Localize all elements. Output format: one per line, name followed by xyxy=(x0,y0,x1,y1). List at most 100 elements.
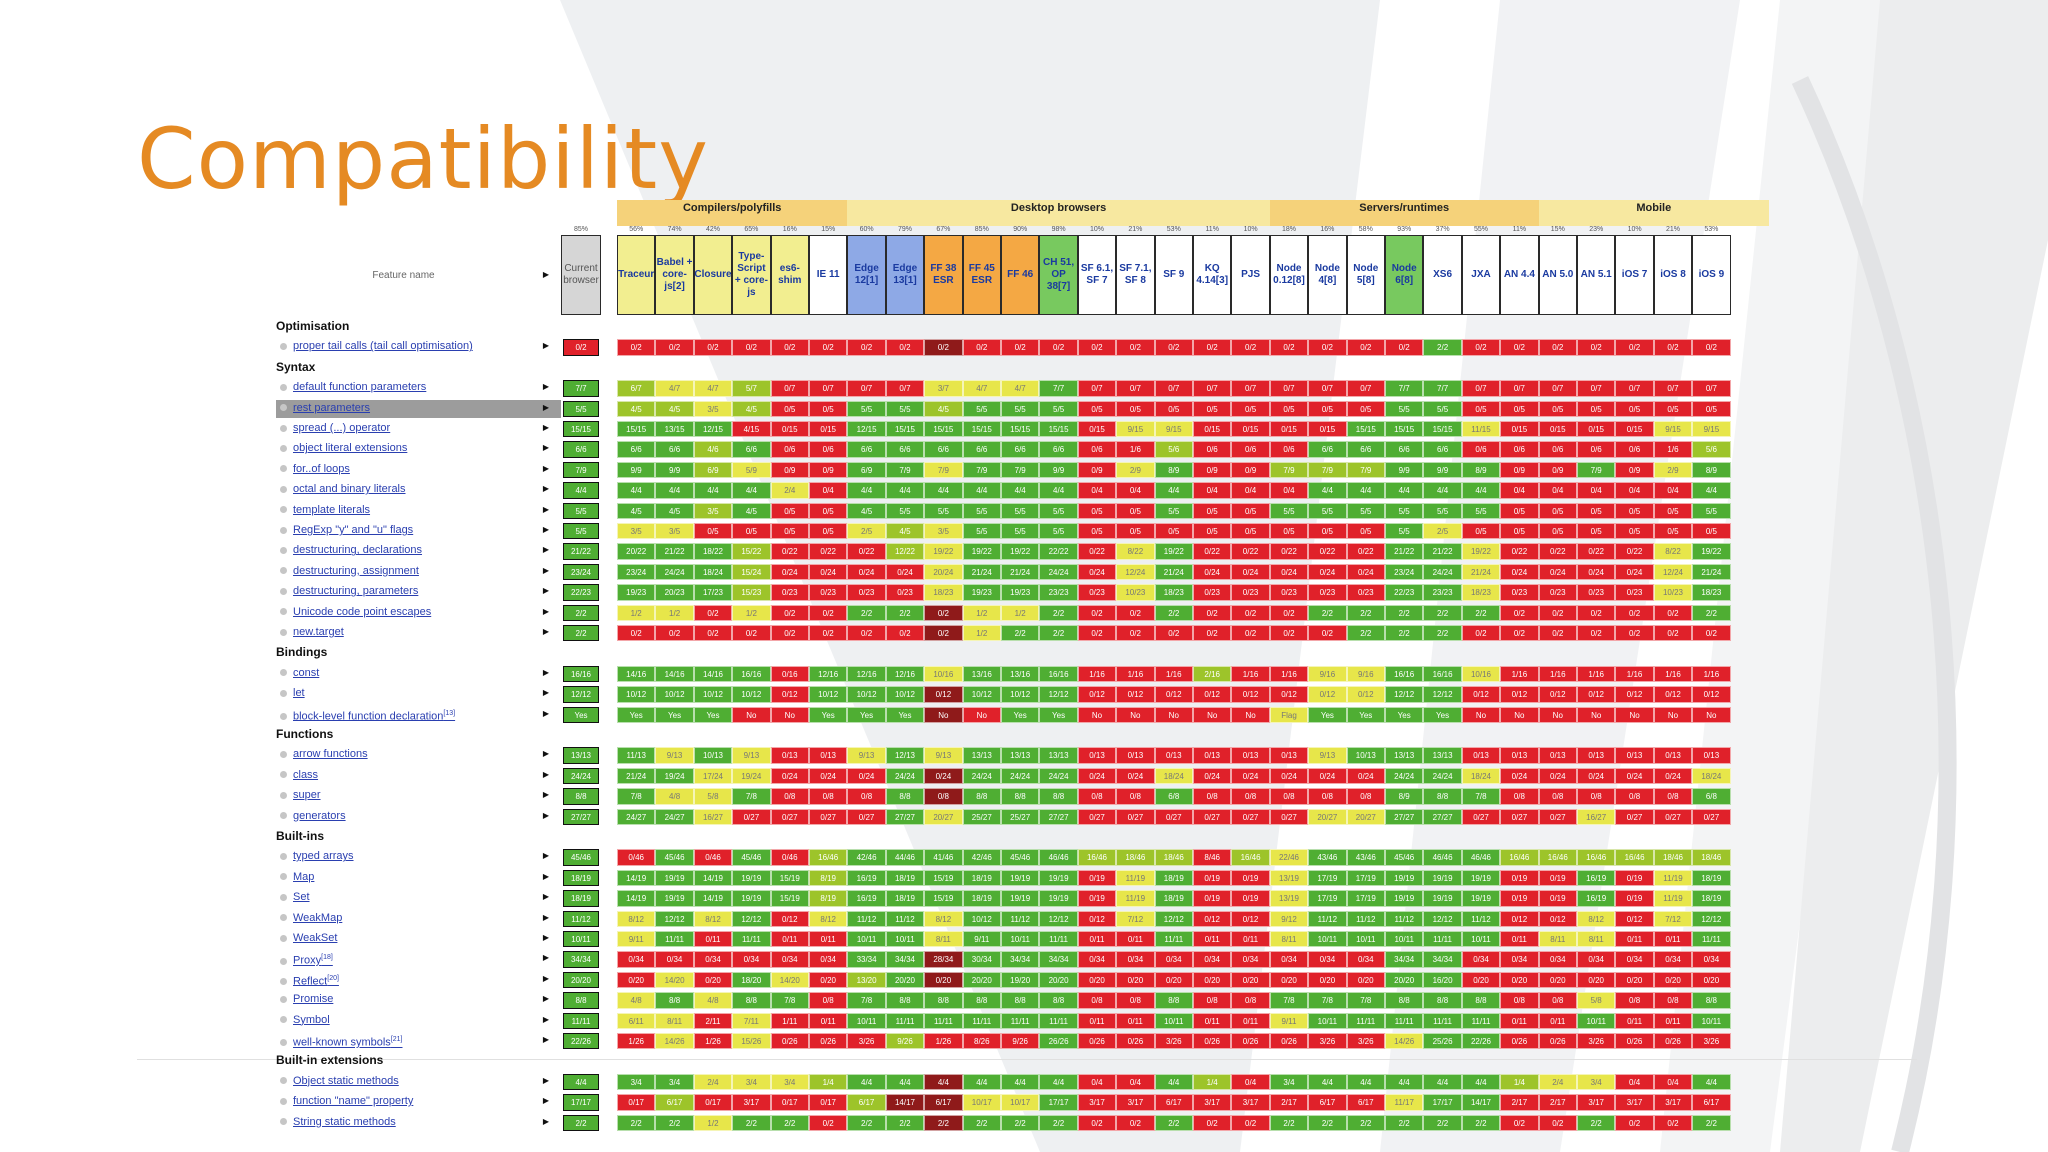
column-header[interactable]: FF 45 ESR xyxy=(962,235,1001,315)
expand-row-arrow[interactable]: ▶ xyxy=(542,810,550,820)
feature-link[interactable]: Symbol xyxy=(280,1011,525,1031)
column-header[interactable]: AN 5.1 xyxy=(1577,235,1616,315)
feature-link[interactable]: RegExp "y" and "u" flags xyxy=(280,521,525,541)
feature-link[interactable]: class xyxy=(280,766,525,786)
expand-row-arrow[interactable]: ▶ xyxy=(542,627,550,636)
expand-row-arrow[interactable]: ▶ xyxy=(542,565,550,575)
feature-link[interactable]: arrow functions xyxy=(280,745,525,765)
column-header[interactable]: AN 4.4 xyxy=(1500,235,1539,315)
column-header[interactable]: SF 9 xyxy=(1154,235,1193,315)
feature-link[interactable]: super xyxy=(280,786,525,806)
expand-row-arrow[interactable]: ▶ xyxy=(542,423,550,432)
feature-link[interactable]: block-level function declaration[13] xyxy=(280,705,525,725)
feature-link[interactable]: destructuring, declarations xyxy=(280,541,525,561)
feature-link[interactable]: Promise xyxy=(280,990,525,1010)
feature-link[interactable]: Unicode code point escapes xyxy=(280,603,525,623)
feature-link[interactable]: well-known symbols[21] xyxy=(280,1031,525,1051)
feature-link[interactable]: new.target xyxy=(280,623,525,643)
column-header[interactable]: FF 38 ESR xyxy=(924,235,963,315)
column-header[interactable]: Traceur xyxy=(617,235,656,315)
expand-row-arrow[interactable]: ▶ xyxy=(542,973,550,983)
feature-link[interactable]: rest parameters xyxy=(280,399,525,419)
feature-link[interactable]: String static methods xyxy=(280,1113,525,1133)
column-header[interactable]: FF 46 xyxy=(1001,235,1040,315)
expand-row-arrow[interactable]: ▶ xyxy=(542,1096,550,1106)
expand-row-arrow[interactable]: ▶ xyxy=(542,994,550,1004)
feature-link[interactable]: const xyxy=(280,664,525,684)
column-header[interactable]: es6-shim xyxy=(770,235,809,315)
column-header[interactable]: CH 51, OP 38[7] xyxy=(1039,235,1078,315)
feature-link[interactable]: Map xyxy=(280,868,525,888)
column-header[interactable]: AN 5.0 xyxy=(1538,235,1577,315)
column-header[interactable]: Node 0.12[8] xyxy=(1269,235,1309,315)
expand-row-arrow[interactable]: ▶ xyxy=(542,1116,550,1126)
expand-row-arrow[interactable]: ▶ xyxy=(542,382,550,392)
feature-link[interactable]: WeakMap xyxy=(280,909,525,929)
feature-link[interactable]: template literals xyxy=(280,501,525,521)
footnote-ref[interactable]: [21] xyxy=(390,1036,403,1043)
feature-link[interactable]: proper tail calls (tail call optimisatio… xyxy=(280,337,525,357)
column-header[interactable]: XS6 xyxy=(1423,235,1462,315)
feature-link[interactable]: octal and binary literals xyxy=(280,480,525,500)
column-header[interactable]: Node 4[8] xyxy=(1308,235,1347,315)
column-header[interactable]: JXA xyxy=(1461,235,1501,315)
expand-row-arrow[interactable]: ▶ xyxy=(542,586,550,596)
expand-row-arrow[interactable]: ▶ xyxy=(542,749,550,759)
expand-row-arrow[interactable]: ▶ xyxy=(542,708,550,718)
footnote-ref[interactable]: [18] xyxy=(321,954,333,962)
expand-row-arrow[interactable]: ▶ xyxy=(542,443,550,453)
column-header[interactable]: IE 11 xyxy=(809,235,848,315)
feature-link[interactable]: function "name" property xyxy=(280,1092,525,1112)
column-header[interactable]: Node 5[8] xyxy=(1346,235,1385,315)
expand-row-arrow[interactable]: ▶ xyxy=(542,790,550,800)
footnote-ref[interactable]: [20] xyxy=(327,974,339,982)
column-header[interactable]: iOS 9 xyxy=(1692,235,1731,315)
expand-row-arrow[interactable]: ▶ xyxy=(542,851,550,861)
expand-row-arrow[interactable]: ▶ xyxy=(542,484,550,494)
expand-row-arrow[interactable]: ▶ xyxy=(542,402,550,412)
expand-row-arrow[interactable]: ▶ xyxy=(542,1075,550,1085)
column-header[interactable]: Node 6[8] xyxy=(1385,235,1424,315)
expand-row-arrow[interactable]: ▶ xyxy=(542,341,550,351)
expand-row-arrow[interactable]: ▶ xyxy=(542,606,550,616)
feature-link[interactable]: WeakSet xyxy=(280,929,525,949)
column-header[interactable]: Type-Script + core-js xyxy=(732,235,771,315)
column-header[interactable]: SF 6.1, SF 7 xyxy=(1077,235,1117,315)
expand-row-arrow[interactable]: ▶ xyxy=(542,688,550,698)
column-header[interactable]: SF 7.1, SF 8 xyxy=(1116,235,1155,315)
column-header[interactable]: Babel + core-js[2] xyxy=(655,235,694,315)
expand-row-arrow[interactable]: ▶ xyxy=(542,769,550,779)
feature-link[interactable]: generators xyxy=(280,807,525,827)
column-header[interactable]: PJS xyxy=(1231,235,1270,315)
column-header[interactable]: iOS 7 xyxy=(1615,235,1654,315)
feature-link[interactable]: object literal extensions xyxy=(280,439,525,459)
expand-row-arrow[interactable]: ▶ xyxy=(542,545,550,555)
feature-link[interactable]: for..of loops xyxy=(280,460,525,480)
expand-row-arrow[interactable]: ▶ xyxy=(542,504,550,514)
expand-row-arrow[interactable]: ▶ xyxy=(542,953,550,963)
expand-row-arrow[interactable]: ▶ xyxy=(542,892,550,902)
expand-row-arrow[interactable]: ▶ xyxy=(542,871,550,881)
feature-link[interactable]: destructuring, assignment xyxy=(280,562,525,582)
expand-row-arrow[interactable]: ▶ xyxy=(542,525,550,534)
feature-link[interactable]: Reflect[20] xyxy=(280,970,525,990)
feature-link[interactable]: Proxy[18] xyxy=(280,949,525,969)
feature-link[interactable]: Set xyxy=(280,888,525,908)
feature-link[interactable]: let xyxy=(280,684,525,704)
feature-link[interactable]: default function parameters xyxy=(280,378,525,398)
column-header[interactable]: KQ 4.14[3] xyxy=(1193,235,1232,315)
column-header[interactable]: Edge 13[1] xyxy=(885,235,925,315)
expand-row-arrow[interactable]: ▶ xyxy=(542,463,550,473)
expand-row-arrow[interactable]: ▶ xyxy=(542,1014,550,1024)
expand-row-arrow[interactable]: ▶ xyxy=(542,667,550,677)
expand-row-arrow[interactable]: ▶ xyxy=(542,1035,550,1044)
expand-row-arrow[interactable]: ▶ xyxy=(542,912,550,922)
column-header[interactable]: iOS 8 xyxy=(1653,235,1693,315)
expand-all-arrow[interactable]: ▶ xyxy=(542,270,550,279)
column-header[interactable]: Edge 12[1] xyxy=(847,235,886,315)
expand-row-arrow[interactable]: ▶ xyxy=(542,933,550,942)
feature-link[interactable]: typed arrays xyxy=(280,847,525,867)
feature-link[interactable]: spread (...) operator xyxy=(280,419,525,439)
feature-link[interactable]: destructuring, parameters xyxy=(280,582,525,602)
feature-link[interactable]: Object static methods xyxy=(280,1072,525,1092)
